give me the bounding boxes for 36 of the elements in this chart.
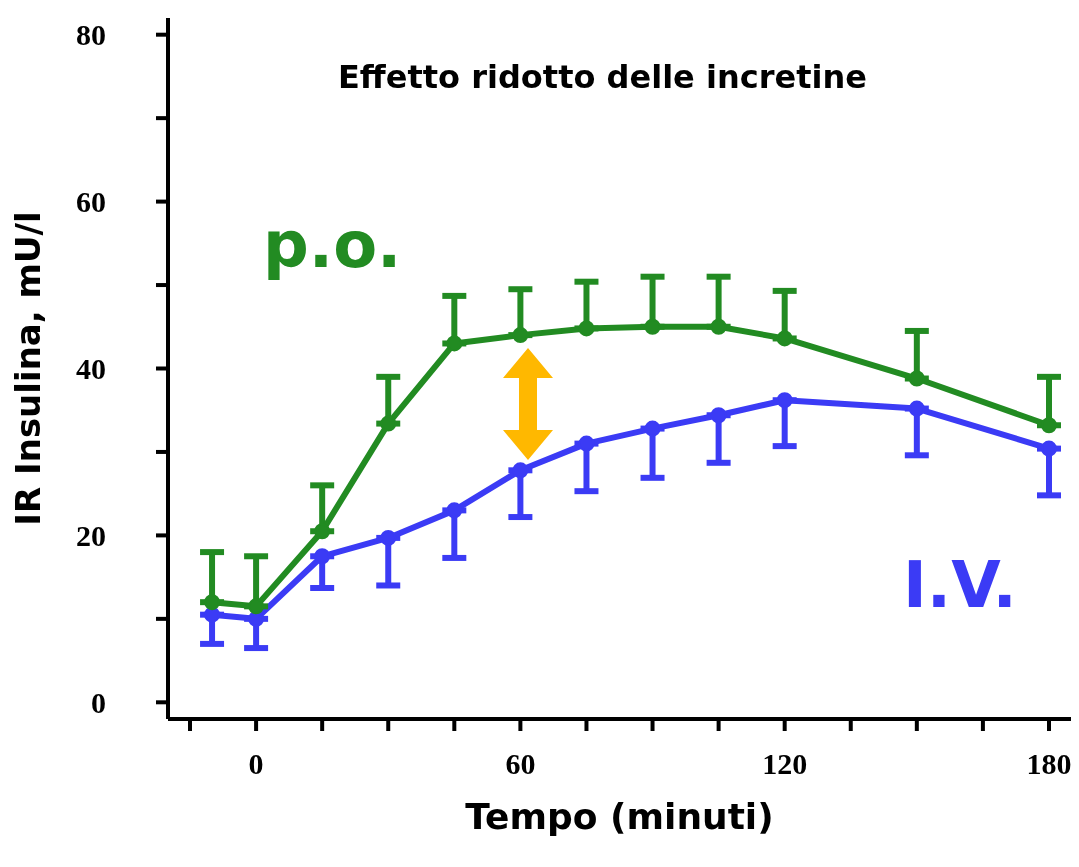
point (710, 407, 727, 424)
point (644, 420, 661, 437)
point (644, 318, 661, 335)
x-tick-label: 180 (1026, 747, 1072, 781)
point (908, 400, 925, 417)
point (578, 435, 595, 452)
point (776, 330, 793, 347)
point (380, 415, 397, 432)
y-tick-label: 0 (91, 685, 106, 719)
y-tick-label: 80 (76, 18, 106, 52)
point (710, 318, 727, 335)
point (314, 548, 331, 565)
point (380, 529, 397, 546)
x-tick-label: 60 (505, 747, 536, 781)
x-axis-title: Tempo (minuti) (465, 796, 774, 837)
point (1040, 417, 1057, 434)
point (1040, 440, 1057, 457)
point (248, 598, 265, 615)
y-tick-label: 20 (76, 519, 106, 553)
point (512, 327, 529, 344)
series-label: I.V. (903, 548, 1017, 622)
point (446, 502, 463, 519)
x-tick-label: 120 (762, 747, 808, 781)
point (512, 462, 529, 479)
y-axis-title: IR Insulina, mU/l (8, 211, 49, 526)
y-tick-label: 60 (76, 185, 106, 219)
y-tick-label: 40 (76, 352, 106, 386)
point (908, 370, 925, 387)
point (204, 594, 221, 611)
point (776, 392, 793, 409)
point (446, 335, 463, 352)
annotation: Effetto ridotto delle incretine (338, 58, 867, 96)
series-label: p.o. (263, 208, 402, 282)
point (314, 523, 331, 540)
point (578, 320, 595, 337)
x-tick-label: 0 (248, 747, 264, 781)
